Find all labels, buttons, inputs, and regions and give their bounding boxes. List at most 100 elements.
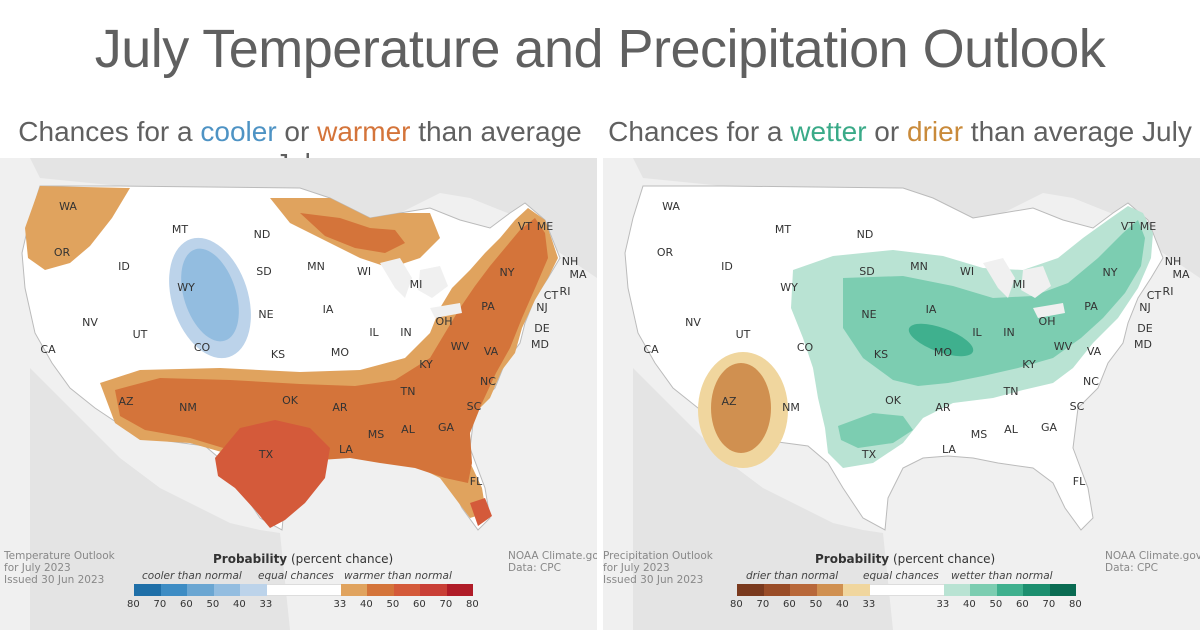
precip-legend-title-bold: Probability — [815, 552, 890, 566]
legend-swatch-low-2 — [187, 584, 214, 596]
precip-note-line3: Issued 30 Jun 2023 — [603, 574, 704, 586]
temperature-legend-title: Probability (percent chance) — [213, 552, 393, 566]
state-label-wv: WV — [1054, 340, 1073, 353]
left-subtitle-cooler: cooler — [200, 116, 277, 147]
precipitation-map-panel: WA OR CA NV ID MT WY UT AZ CO NM ND SD NE KS OK TX MN IA MO… — [603, 158, 1200, 630]
state-label-wv: WV — [451, 340, 470, 353]
state-label-ky: KY — [1022, 358, 1036, 371]
state-label-la: LA — [339, 443, 353, 456]
state-label-ny: NY — [1103, 266, 1118, 279]
precip-legend-equal: equal chances — [863, 570, 939, 582]
legend-tick-3: 50 — [206, 599, 220, 610]
state-label-md: MD — [1134, 338, 1152, 351]
state-label-ky: KY — [419, 358, 433, 371]
state-label-mn: MN — [910, 260, 928, 273]
legend-tick-9: 60 — [413, 599, 426, 610]
state-label-nd: ND — [857, 228, 874, 241]
legend-tick-2: 60 — [180, 599, 193, 610]
legend-swatch-high-2 — [996, 584, 1023, 596]
legend-swatch-low-0 — [134, 584, 161, 596]
wet-50-texas — [838, 413, 913, 448]
left-subtitle-warmer: warmer — [317, 116, 411, 147]
temperature-credit: NOAA Climate.gov Data: CPC — [508, 550, 597, 574]
legend-swatch-low-4 — [240, 584, 267, 596]
state-label-sd: SD — [859, 265, 874, 278]
legend-tick-0: 80 — [127, 599, 140, 610]
great-lakes — [380, 258, 462, 318]
state-label-fl: FL — [470, 475, 483, 488]
state-label-nc: NC — [1083, 375, 1099, 388]
temperature-map: WA OR CA NV ID MT WY UT AZ CO NM ND SD NE KS OK TX MN IA MO… — [21, 158, 597, 630]
state-label-or: OR — [54, 246, 71, 259]
legend-swatch-equal — [869, 584, 944, 596]
legend-tick-6: 33 — [333, 599, 347, 610]
legend-swatch-high-4 — [446, 584, 473, 596]
legend-tick-5: 33 — [259, 599, 273, 610]
temp-legend-title-bold: Probability — [213, 552, 288, 566]
temperature-outlook-note: Temperature Outlook for July 2023 Issued… — [4, 550, 115, 586]
state-label-al: AL — [401, 423, 416, 436]
state-label-ia: IA — [926, 303, 937, 316]
left-subtitle-or: or — [276, 116, 318, 147]
temperature-state-labels: WA OR CA NV ID MT WY UT AZ CO NM ND SD NE KS OK TX MN IA MO… — [40, 200, 587, 488]
legend-tick-10: 70 — [1042, 599, 1056, 610]
state-label-nv: NV — [685, 316, 701, 329]
wet-60-region — [908, 323, 974, 357]
legend-tick-1: 70 — [756, 599, 770, 610]
state-label-az: AZ — [118, 395, 134, 408]
precip-legend-wetter: wetter than normal — [951, 570, 1053, 582]
state-label-nj: NJ — [536, 301, 547, 314]
state-label-co: CO — [797, 341, 814, 354]
temp-note-line1: Temperature Outlook — [4, 550, 115, 562]
state-label-ct: CT — [1147, 289, 1162, 302]
legend-tick-4: 40 — [233, 599, 246, 610]
state-label-nh: NH — [562, 255, 579, 268]
legend-tick-2: 60 — [783, 599, 796, 610]
great-lakes — [983, 258, 1065, 318]
state-label-co: CO — [194, 341, 211, 354]
state-label-id: ID — [118, 260, 130, 273]
legend-tick-5: 33 — [862, 599, 876, 610]
legend-tick-11: 80 — [1069, 599, 1082, 610]
warm-60-texas — [215, 420, 330, 528]
legend-tick-6: 33 — [936, 599, 950, 610]
legend-swatch-high-2 — [393, 584, 420, 596]
state-label-ma: MA — [569, 268, 586, 281]
legend-tick-10: 70 — [439, 599, 453, 610]
state-label-il: IL — [369, 326, 379, 339]
legend-tick-4: 40 — [836, 599, 849, 610]
state-label-ok: OK — [885, 394, 902, 407]
state-label-ks: KS — [874, 348, 888, 361]
legend-swatch-low-1 — [763, 584, 790, 596]
state-label-ia: IA — [323, 303, 334, 316]
legend-swatch-low-0 — [737, 584, 764, 596]
state-label-ny: NY — [500, 266, 515, 279]
legend-tick-1: 70 — [153, 599, 167, 610]
state-label-mo: MO — [934, 346, 952, 359]
legend-swatch-high-1 — [970, 584, 997, 596]
state-label-tx: TX — [258, 448, 274, 461]
state-label-de: DE — [1137, 322, 1152, 335]
state-label-ri: RI — [560, 285, 571, 298]
legend-swatch-low-2 — [790, 584, 817, 596]
state-label-mi: MI — [1013, 278, 1026, 291]
state-label-ar: AR — [332, 401, 348, 414]
state-label-ma: MA — [1172, 268, 1189, 281]
legend-swatch-high-4 — [1049, 584, 1076, 596]
state-label-nm: NM — [782, 401, 800, 414]
state-label-mt: MT — [172, 223, 188, 236]
state-label-va: VA — [1087, 345, 1102, 358]
state-label-ms: MS — [368, 428, 384, 441]
state-label-tn: TN — [400, 385, 416, 398]
state-label-vt: VT — [1121, 220, 1136, 233]
legend-tick-8: 50 — [386, 599, 400, 610]
right-subtitle-or: or — [866, 116, 907, 147]
legend-swatch-equal — [266, 584, 341, 596]
state-label-wy: WY — [780, 281, 798, 294]
state-label-ut: UT — [133, 328, 148, 341]
legend-swatch-high-3 — [1023, 584, 1050, 596]
state-label-nj: NJ — [1139, 301, 1150, 314]
legend-swatch-high-1 — [367, 584, 394, 596]
state-label-nc: NC — [480, 375, 496, 388]
warm-50-region — [115, 218, 548, 483]
